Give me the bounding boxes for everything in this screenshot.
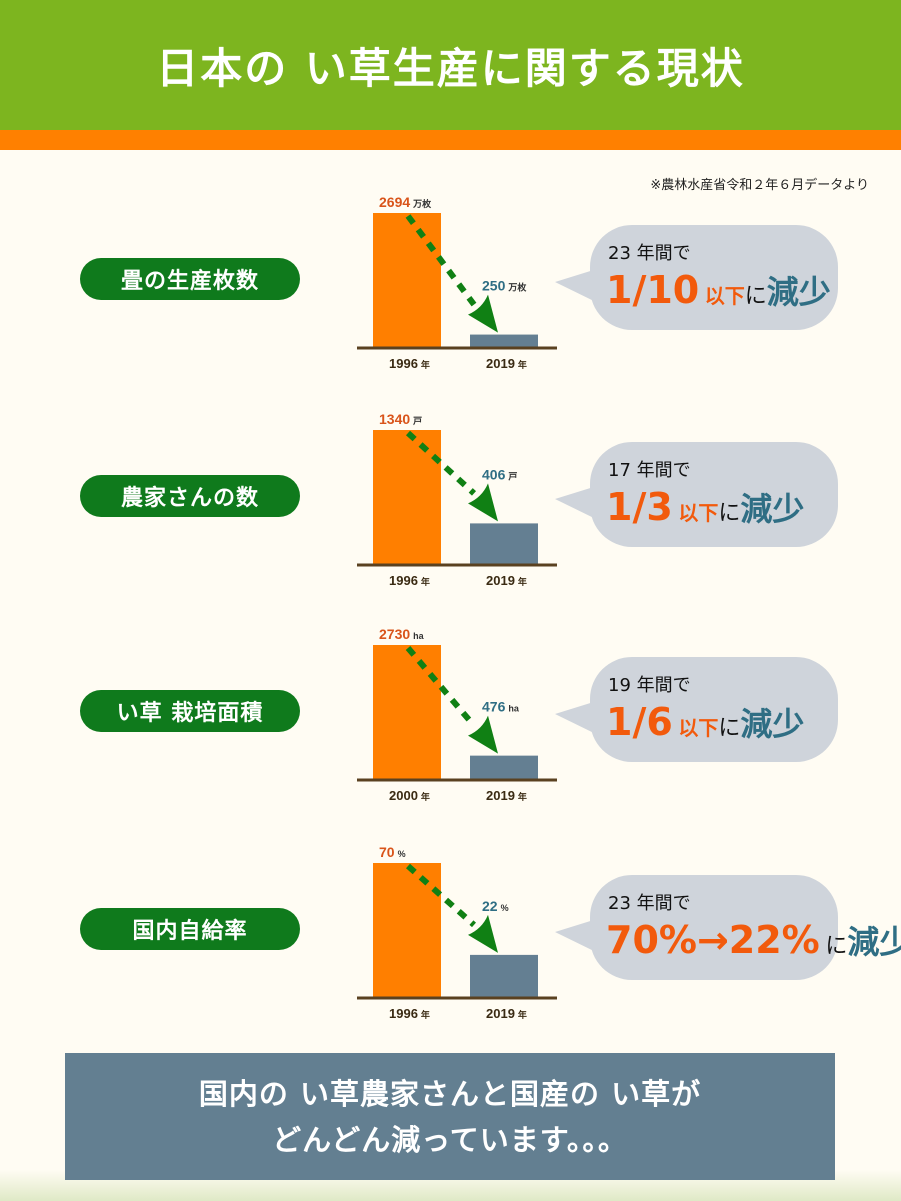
summary-bubble: 17 年間で 1/3 以下に減少 <box>590 442 838 547</box>
summary-bubble: 23 年間で 70%→22% に減少 <box>590 875 901 980</box>
value-label: 476 ha <box>482 699 520 715</box>
bar-chart: 2730 ha 2000 年 476 ha 2019 年 <box>357 626 557 803</box>
value-label: 406 戸 <box>482 466 517 482</box>
orange-stripe <box>0 130 901 150</box>
year-label: 2000 年 <box>389 788 430 803</box>
bubble-decrease: 減少 <box>766 273 831 311</box>
bar-chart: 70 % 1996 年 22 % 2019 年 <box>357 844 557 1021</box>
section-3: い草 栽培面積 19 年間で 1/6 以下に減少 2730 ha 2000 年 476 h… <box>0 622 901 832</box>
bar-1996 <box>373 863 441 997</box>
bubble-result: 1/3 以下に減少 <box>606 484 804 530</box>
trend-arrow-line <box>405 214 477 307</box>
value-label: 250 万枚 <box>482 278 527 294</box>
footer-line-2: どんどん減っています。。。 <box>272 1122 628 1157</box>
bubble-ratio: 70%→22% <box>606 918 820 962</box>
bubble-period: 19 年間で <box>608 675 691 696</box>
value-label: 2694 万枚 <box>379 194 432 210</box>
bar-2019 <box>470 954 538 997</box>
bubble-period: 23 年間で <box>608 243 691 264</box>
value-label: 1340 戸 <box>379 411 422 427</box>
section-2: 農家さんの数 17 年間で 1/3 以下に減少 1340 戸 1996 年 406 戸 20… <box>0 407 901 617</box>
bubble-qualifier: 以下 <box>678 501 719 525</box>
bar-2019 <box>470 334 538 347</box>
value-label: 22% <box>482 898 509 914</box>
bar-chart: 2694 万枚 1996 年 250 万枚 2019 年 <box>357 194 557 371</box>
bubble-particle: に <box>744 284 767 309</box>
bubble-decrease: 減少 <box>847 923 901 961</box>
bubble-period: 23 年間で <box>608 893 691 914</box>
bubble-qualifier: 以下 <box>704 284 745 308</box>
bubble-ratio: 1/10 <box>606 268 700 312</box>
year-label: 2019 年 <box>486 788 527 803</box>
footer-message: 国内の い草農家さんと国産の い草が どんどん減っています。。。 <box>65 1053 835 1180</box>
footer-line-1: 国内の い草農家さんと国産の い草が <box>198 1076 702 1111</box>
value-label: 70% <box>379 844 406 860</box>
bar-2019 <box>470 523 538 564</box>
arrow-head-icon <box>468 715 498 754</box>
value-label: 2730 ha <box>379 626 425 642</box>
bubble-decrease: 減少 <box>740 490 805 528</box>
bubble-particle: に <box>718 501 741 526</box>
bubble-ratio: 1/6 <box>606 700 673 744</box>
bubble-decrease: 減少 <box>740 705 805 743</box>
trend-arrow-line <box>406 863 476 928</box>
trend-arrow-line <box>405 430 477 496</box>
bubble-result: 1/10 以下に減少 <box>606 267 831 313</box>
bar-1996 <box>373 213 441 347</box>
summary-bubble: 19 年間で 1/6 以下に減少 <box>590 657 838 762</box>
arrow-head-icon <box>468 914 498 953</box>
section-label: 農家さんの数 <box>80 475 300 517</box>
header: 日本の い草生産に関する現状 <box>0 0 901 130</box>
section-4: 国内自給率 23 年間で 70%→22% に減少 70% 1996 年 22% 2019… <box>0 840 901 1050</box>
bubble-particle: に <box>825 934 848 959</box>
bar-2000 <box>373 645 441 779</box>
arrow-head-icon <box>468 294 498 333</box>
year-label: 1996 年 <box>389 1006 430 1021</box>
year-label: 2019 年 <box>486 573 527 588</box>
section-label: い草 栽培面積 <box>80 690 300 732</box>
page-title: 日本の い草生産に関する現状 <box>156 43 745 93</box>
bubble-result: 1/6 以下に減少 <box>606 699 804 745</box>
bar-2019 <box>470 755 538 779</box>
section-label: 国内自給率 <box>80 908 300 950</box>
year-label: 1996 年 <box>389 573 430 588</box>
bar-1996 <box>373 430 441 564</box>
year-label: 2019 年 <box>486 1006 527 1021</box>
summary-bubble: 23 年間で 1/10 以下に減少 <box>590 225 838 330</box>
bubble-qualifier: 以下 <box>678 716 719 740</box>
bubble-ratio: 1/3 <box>606 485 673 529</box>
section-1: 畳の生産枚数 23 年間で 1/10 以下に減少 2694 万枚 1996 年 250 万… <box>0 190 901 400</box>
source-note: ※農林水産省令和２年６月データより <box>650 178 869 193</box>
bubble-particle: に <box>718 716 741 741</box>
year-label: 2019 年 <box>486 356 527 371</box>
year-label: 1996 年 <box>389 356 430 371</box>
bubble-period: 17 年間で <box>608 460 691 481</box>
bubble-result: 70%→22% に減少 <box>606 917 901 963</box>
bar-chart: 1340 戸 1996 年 406 戸 2019 年 <box>357 411 557 588</box>
section-label: 畳の生産枚数 <box>80 258 300 300</box>
